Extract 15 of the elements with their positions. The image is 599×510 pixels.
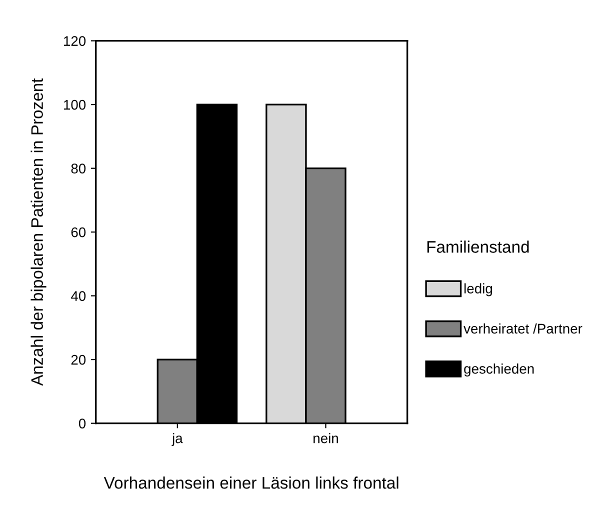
legend-label: geschieden <box>464 364 534 376</box>
legend-title: Familienstand <box>427 240 529 253</box>
y-tick-label: 60 <box>71 227 86 238</box>
x-axis-title: Vorhandensein einer Läsion links frontal <box>104 476 398 489</box>
y-axis-title: Anzahl der bipolaren Patienten in Prozent <box>30 78 46 386</box>
y-tick-label: 40 <box>70 291 86 301</box>
legend-label: ledig <box>464 283 492 296</box>
x-tick-label: ja <box>172 433 183 446</box>
y-tick-label: 120 <box>64 36 86 46</box>
y-tick-label: 100 <box>64 100 86 110</box>
y-tick-label: 20 <box>71 354 86 365</box>
y-tick-label: 0 <box>78 418 86 428</box>
x-tick-label: nein <box>314 433 338 444</box>
y-tick-label: 80 <box>71 164 86 174</box>
legend-label: verheiratet /Partner <box>464 323 582 334</box>
